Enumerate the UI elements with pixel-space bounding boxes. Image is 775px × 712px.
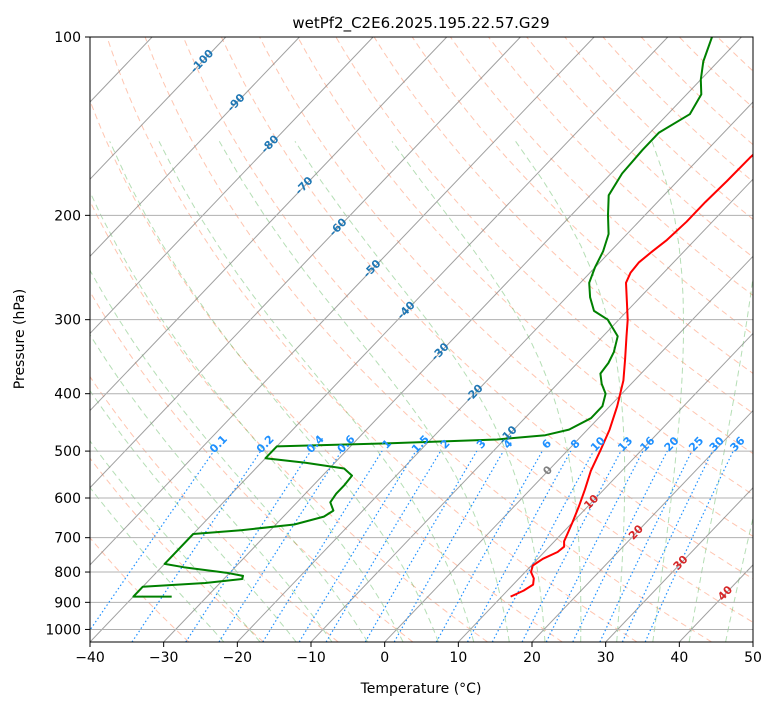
mixing-ratio-line — [468, 451, 571, 642]
y-tick-label: 900 — [54, 595, 81, 611]
mixing-ratio-label: 1.5 — [409, 433, 432, 456]
dry-adiabat — [641, 37, 775, 642]
dry-adiabat — [298, 37, 775, 642]
y-axis-label: Pressure (hPa) — [12, 289, 28, 389]
y-tick-label: 1000 — [45, 622, 81, 638]
moist-adiabat — [689, 141, 763, 642]
mixing-ratio-line — [82, 451, 214, 642]
dry-adiabat — [336, 37, 775, 642]
moist-adiabat — [0, 141, 260, 642]
dry-adiabat — [412, 37, 775, 642]
y-tick-label: 800 — [54, 565, 81, 581]
x-tick-label: −30 — [149, 650, 179, 666]
dry-adiabat — [489, 37, 775, 642]
dry-adiabat — [565, 37, 775, 642]
dry-adiabat — [756, 37, 775, 642]
x-tick-label: 20 — [523, 650, 541, 666]
moist-adiabat — [392, 141, 581, 642]
isotherm-line — [0, 37, 5, 642]
x-tick-label: −10 — [296, 650, 326, 666]
x-axis-label: Temperature (°C) — [360, 681, 482, 697]
mixing-ratio-line — [645, 451, 733, 642]
isotherm-line — [385, 37, 775, 642]
mixing-ratio-label: 0.1 — [207, 433, 230, 456]
mixing-ratio-label: 0.2 — [254, 433, 277, 456]
isotherm-line — [0, 37, 299, 642]
isotherm-line — [0, 37, 373, 642]
dry-adiabat — [183, 37, 775, 642]
dry-adiabat — [718, 37, 775, 642]
mixing-ratio-line — [186, 451, 311, 642]
moist-adiabat — [726, 141, 775, 642]
isotherm-line — [237, 37, 775, 642]
moist-adiabat — [159, 141, 474, 642]
y-tick-label: 700 — [54, 531, 81, 547]
mixing-ratio-label: 0.6 — [335, 432, 358, 455]
mixing-ratio-line — [299, 451, 416, 642]
mixing-ratio-line — [546, 451, 643, 642]
chart-title: wetPf2_C2E6.2025.195.22.57.G29 — [292, 14, 549, 33]
dry-adiabat — [679, 37, 775, 642]
x-tick-label: 50 — [744, 650, 762, 666]
isotherm-line — [16, 37, 594, 642]
x-tick-label: −20 — [223, 650, 253, 666]
mixing-ratio-line — [365, 451, 477, 642]
isotherm-line — [0, 37, 226, 642]
x-tick-label: 10 — [449, 650, 467, 666]
dry-adiabat — [0, 37, 189, 642]
moist-adiabat — [110, 141, 439, 642]
isotherm-line — [606, 37, 775, 642]
x-tick-label: 40 — [670, 650, 688, 666]
mixing-ratio-label: 0.4 — [304, 432, 327, 455]
isotherm-line — [679, 37, 775, 642]
moist-adiabat — [2, 141, 332, 642]
x-tick-label: −40 — [75, 650, 105, 666]
dry-adiabat — [527, 37, 775, 642]
moist-adiabat — [33, 141, 368, 642]
mixing-ratio-line — [436, 451, 542, 642]
dry-adiabat — [260, 37, 775, 642]
y-tick-label: 400 — [54, 387, 81, 403]
dry-adiabat — [0, 37, 413, 642]
y-tick-label: 600 — [54, 491, 81, 507]
dry-adiabat — [603, 37, 775, 642]
isotherm-line — [164, 37, 742, 642]
isotherm-line — [0, 37, 520, 642]
mixing-ratio-label: 1 — [379, 437, 394, 452]
mixing-ratio-line — [219, 451, 342, 642]
x-tick-label: 0 — [380, 650, 389, 666]
mixing-ratio-label: 8 — [568, 437, 583, 452]
moist-adiabat — [0, 141, 296, 642]
mixing-ratio-line — [394, 451, 503, 642]
x-tick-label: 30 — [597, 650, 615, 666]
mixing-ratio-label: 2 — [438, 437, 453, 452]
y-tick-label: 300 — [54, 313, 81, 329]
y-tick-label: 200 — [54, 208, 81, 224]
y-tick-label: 100 — [54, 30, 81, 46]
isotherm-line — [753, 37, 775, 642]
dry-adiabat — [31, 37, 488, 642]
y-tick-label: 500 — [54, 444, 81, 460]
dewpoint-line — [133, 37, 712, 597]
